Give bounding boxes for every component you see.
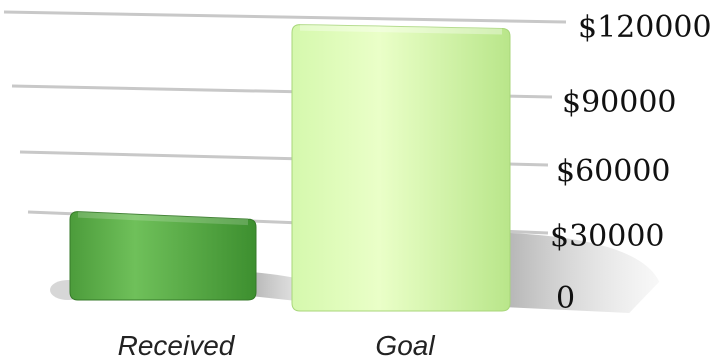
y-tick-label: 0 bbox=[556, 281, 575, 316]
bar-top-highlight bbox=[78, 211, 248, 226]
y-tick-label: $90000 bbox=[562, 85, 677, 120]
bar-top-highlight bbox=[300, 24, 502, 35]
bar-received bbox=[69, 211, 257, 301]
y-tick-label: $120000 bbox=[578, 10, 712, 45]
y-tick-label: $30000 bbox=[550, 219, 665, 254]
x-category-label: Received bbox=[118, 330, 236, 360]
x-category-label: Goal bbox=[375, 330, 435, 360]
bar-shadow bbox=[504, 232, 660, 313]
y-tick-label: $60000 bbox=[556, 154, 671, 189]
bar-goal bbox=[291, 24, 511, 312]
gridline bbox=[3, 10, 567, 24]
bars bbox=[69, 24, 511, 312]
